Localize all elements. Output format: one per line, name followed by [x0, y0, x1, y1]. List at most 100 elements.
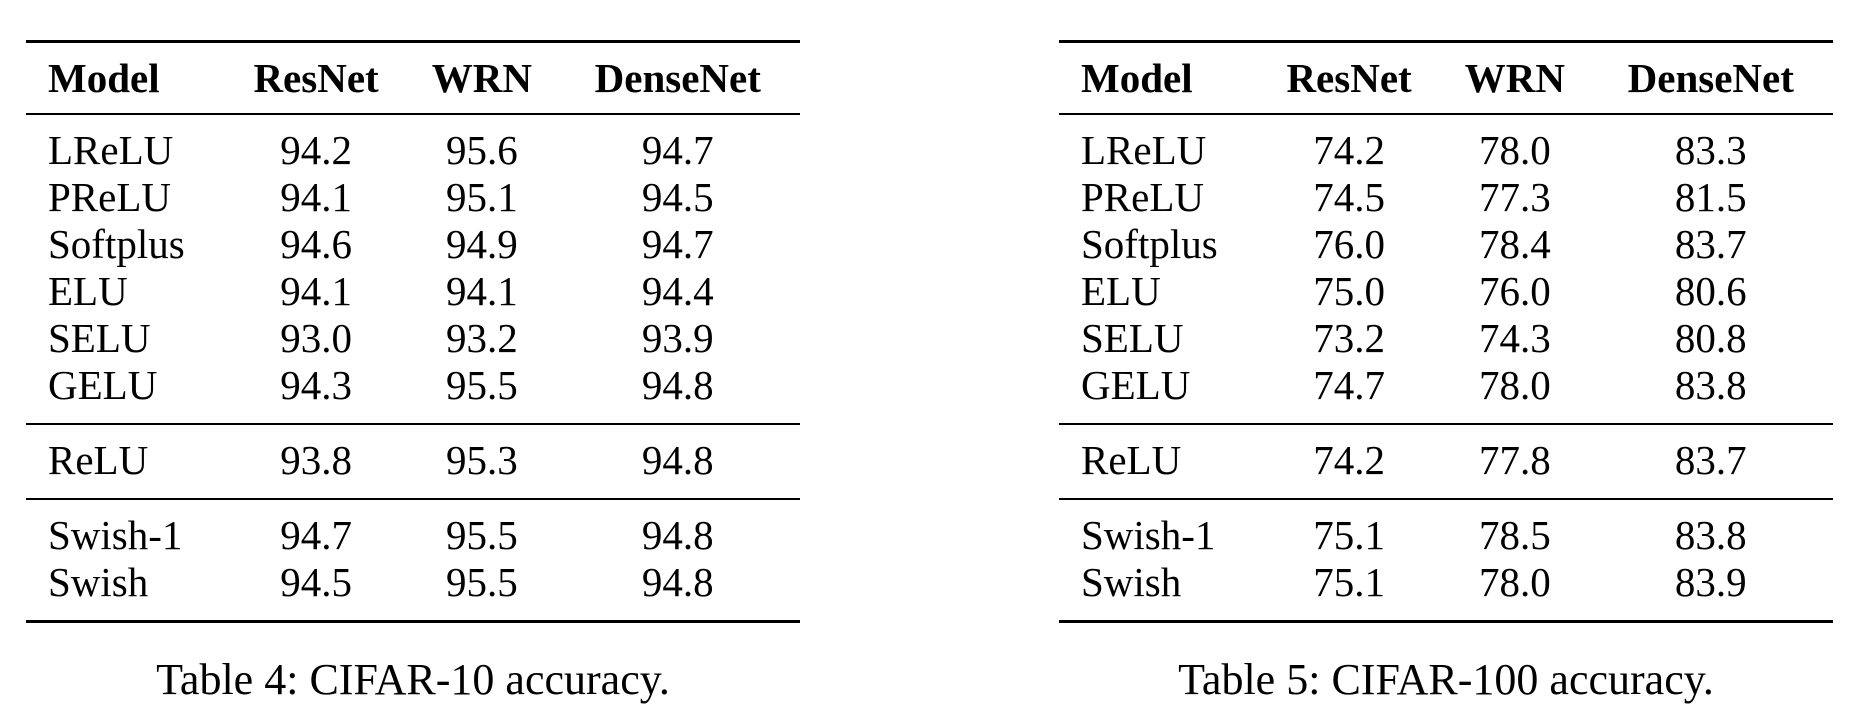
column-header: DenseNet — [594, 54, 761, 101]
model-name-cell: Softplus — [48, 221, 185, 267]
accuracy-cell: 80.6 — [1674, 268, 1747, 314]
cifar10-table-caption: Table 4: CIFAR-10 accuracy. — [156, 655, 670, 704]
row-group: Swish-1 94.7 95.5 94.8 Swish 94.5 95.5 94.8 — [26, 499, 800, 622]
accuracy-cell: 77.3 — [1478, 174, 1551, 220]
table-row: ReLU 74.2 77.8 83.7 — [1059, 424, 1833, 499]
column-header: WRN — [431, 54, 532, 101]
cifar10-accuracy-table: Model ResNet WRN DenseNet LReLU 94.2 95.6 94.7 P… — [26, 40, 800, 623]
accuracy-cell: 77.8 — [1478, 437, 1551, 483]
table-row: Softplus 76.0 78.4 83.7 — [1059, 221, 1833, 268]
accuracy-cell: 78.0 — [1478, 127, 1551, 173]
model-name-cell: Softplus — [1081, 221, 1218, 267]
accuracy-cell: 73.2 — [1313, 315, 1385, 361]
model-name-cell: ELU — [48, 268, 128, 314]
accuracy-cell: 94.9 — [445, 221, 518, 267]
table-row: GELU 74.7 78.0 83.8 — [1059, 362, 1833, 424]
table-row: SELU 93.0 93.2 93.9 — [26, 315, 800, 362]
model-name-cell: ReLU — [48, 437, 149, 483]
accuracy-cell: 94.1 — [280, 268, 352, 314]
header-row: Model ResNet WRN DenseNet — [26, 41, 800, 114]
accuracy-cell: 93.2 — [445, 315, 518, 361]
model-name-cell: SELU — [1081, 315, 1184, 361]
model-name-cell: LReLU — [1081, 127, 1207, 173]
accuracy-cell: 83.8 — [1674, 362, 1747, 408]
cifar100-accuracy-table: Model ResNet WRN DenseNet LReLU 74.2 78.0 83.3 P… — [1059, 40, 1833, 623]
accuracy-cell: 74.2 — [1313, 127, 1385, 173]
accuracy-cell: 94.7 — [641, 221, 714, 267]
accuracy-cell: 94.5 — [641, 174, 714, 220]
accuracy-cell: 95.5 — [445, 559, 518, 605]
accuracy-cell: 74.3 — [1478, 315, 1551, 361]
accuracy-cell: 94.1 — [280, 174, 352, 220]
column-header: DenseNet — [1627, 54, 1794, 101]
accuracy-cell: 94.8 — [641, 437, 714, 483]
table-row: PReLU 94.1 95.1 94.5 — [26, 174, 800, 221]
cifar100-table-block: Model ResNet WRN DenseNet LReLU 74.2 78.0 83.3 P… — [1059, 40, 1833, 623]
model-name-cell: ELU — [1081, 268, 1161, 314]
row-group: ReLU 74.2 77.8 83.7 — [1059, 424, 1833, 499]
table-row: Softplus 94.6 94.9 94.7 — [26, 221, 800, 268]
row-group: ReLU 93.8 95.3 94.8 — [26, 424, 800, 499]
column-header: Model — [1081, 54, 1193, 101]
accuracy-cell: 94.2 — [280, 127, 352, 173]
cifar100-table-caption: Table 5: CIFAR-100 accuracy. — [1178, 655, 1714, 704]
accuracy-cell: 94.8 — [641, 362, 714, 408]
model-name-cell: LReLU — [48, 127, 174, 173]
table-row: ELU 94.1 94.1 94.4 — [26, 268, 800, 315]
table-row: Swish-1 94.7 95.5 94.8 — [26, 499, 800, 559]
model-name-cell: Swish-1 — [48, 512, 183, 558]
table-row: LReLU 74.2 78.0 83.3 — [1059, 114, 1833, 174]
accuracy-cell: 94.8 — [641, 512, 714, 558]
table-row: GELU 94.3 95.5 94.8 — [26, 362, 800, 424]
accuracy-cell: 83.8 — [1674, 512, 1747, 558]
model-name-cell: PReLU — [1081, 174, 1204, 220]
accuracy-cell: 95.5 — [445, 362, 518, 408]
accuracy-cell: 75.1 — [1313, 559, 1385, 605]
table-row: ReLU 93.8 95.3 94.8 — [26, 424, 800, 499]
column-header: ResNet — [253, 54, 379, 101]
accuracy-cell: 94.7 — [280, 512, 352, 558]
accuracy-cell: 81.5 — [1674, 174, 1747, 220]
accuracy-cell: 94.7 — [641, 127, 714, 173]
accuracy-cell: 95.6 — [445, 127, 518, 173]
model-name-cell: PReLU — [48, 174, 171, 220]
accuracy-cell: 94.6 — [280, 221, 352, 267]
accuracy-cell: 74.7 — [1313, 362, 1385, 408]
table-row: Swish 94.5 95.5 94.8 — [26, 559, 800, 622]
row-group: LReLU 74.2 78.0 83.3 PReLU 74.5 77.3 81.5 Softpl… — [1059, 114, 1833, 424]
accuracy-cell: 95.3 — [445, 437, 518, 483]
accuracy-cell: 95.1 — [445, 174, 518, 220]
column-header: WRN — [1464, 54, 1565, 101]
table-row: LReLU 94.2 95.6 94.7 — [26, 114, 800, 174]
accuracy-cell: 83.7 — [1674, 221, 1747, 267]
accuracy-cell: 94.5 — [280, 559, 352, 605]
accuracy-cell: 95.5 — [445, 512, 518, 558]
model-name-cell: GELU — [48, 362, 158, 408]
model-name-cell: SELU — [48, 315, 151, 361]
column-header: ResNet — [1286, 54, 1412, 101]
accuracy-cell: 76.0 — [1313, 221, 1385, 267]
row-group: Swish-1 75.1 78.5 83.8 Swish 75.1 78.0 83.9 — [1059, 499, 1833, 622]
accuracy-cell: 93.9 — [641, 315, 714, 361]
accuracy-cell: 93.8 — [280, 437, 352, 483]
accuracy-cell: 78.0 — [1478, 559, 1551, 605]
accuracy-cell: 94.1 — [445, 268, 518, 314]
accuracy-cell: 78.5 — [1478, 512, 1551, 558]
model-name-cell: Swish-1 — [1081, 512, 1216, 558]
model-name-cell: Swish — [48, 559, 149, 605]
row-group: LReLU 94.2 95.6 94.7 PReLU 94.1 95.1 94.5 Softpl… — [26, 114, 800, 424]
table-row: Swish 75.1 78.0 83.9 — [1059, 559, 1833, 622]
accuracy-cell: 78.4 — [1478, 221, 1551, 267]
accuracy-cell: 75.1 — [1313, 512, 1385, 558]
table-row: SELU 73.2 74.3 80.8 — [1059, 315, 1833, 362]
accuracy-cell: 74.5 — [1313, 174, 1385, 220]
table-row: Swish-1 75.1 78.5 83.8 — [1059, 499, 1833, 559]
accuracy-cell: 83.3 — [1674, 127, 1747, 173]
table-row: ELU 75.0 76.0 80.6 — [1059, 268, 1833, 315]
accuracy-cell: 94.3 — [280, 362, 352, 408]
accuracy-cell: 80.8 — [1674, 315, 1747, 361]
model-name-cell: GELU — [1081, 362, 1191, 408]
accuracy-cell: 74.2 — [1313, 437, 1385, 483]
accuracy-cell: 83.9 — [1674, 559, 1747, 605]
accuracy-cell: 93.0 — [280, 315, 352, 361]
